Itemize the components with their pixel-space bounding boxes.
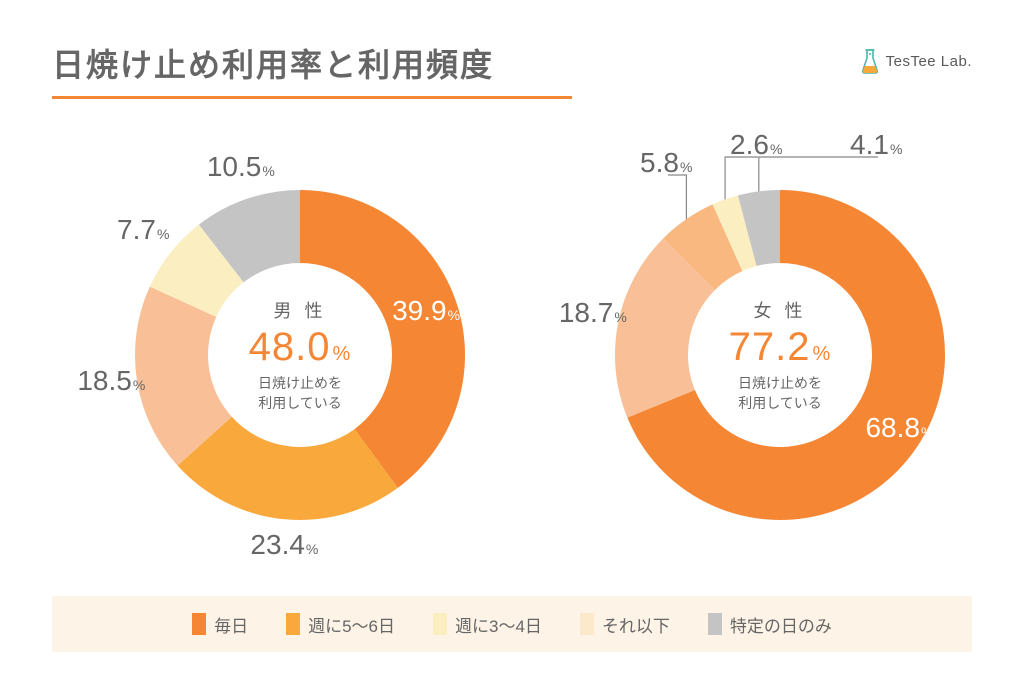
center-pct-female: 77.2% [695,325,865,370]
legend-label: それ以下 [602,612,670,637]
legend-label: 特定の日のみ [730,612,832,637]
slice-label-less: 7.7% [117,214,169,246]
chart-male: 男 性 48.0% 日焼け止めを利用している 39.9% 23.4% 18.5% 7.… [80,135,520,575]
title-underline [52,96,572,99]
flask-icon [860,48,880,74]
slice-label-specific: 4.1% [850,129,902,161]
legend-item: 特定の日のみ [708,612,832,637]
legend-label: 週に5〜6日 [308,612,395,637]
center-female: 女 性 77.2% 日焼け止めを利用している [695,297,865,413]
legend-label: 週に3〜4日 [455,612,542,637]
legend-swatch [708,613,722,635]
slice-label-5-6: 23.4% [250,529,318,561]
legend: 毎日 週に5〜6日 週に3〜4日 それ以下 特定の日のみ [52,596,972,652]
legend-label: 毎日 [214,612,248,637]
page-title: 日焼け止め利用率と利用頻度 [52,40,572,86]
slice-label-less: 2.6% [730,129,782,161]
legend-item: 週に3〜4日 [433,612,542,637]
slice-label-specific: 10.5% [207,151,275,183]
legend-swatch [192,613,206,635]
chart-female: 女 性 77.2% 日焼け止めを利用している 68.8%18.7%5.8%2.6… [560,135,1000,575]
brand-logo: TesTee Lab. [860,48,972,74]
center-sub-male: 日焼け止めを利用している [215,374,385,413]
legend-item: それ以下 [580,612,670,637]
legend-swatch [580,613,594,635]
slice-label-daily: 39.9% [392,295,460,327]
legend-item: 週に5〜6日 [286,612,395,637]
gender-label-male: 男 性 [215,297,385,323]
center-pct-male: 48.0% [215,325,385,370]
slice-label-5-6: 18.7% [559,297,627,329]
slice-label-3-4: 5.8% [640,147,692,179]
legend-item: 毎日 [192,612,248,637]
charts-container: 男 性 48.0% 日焼け止めを利用している 39.9% 23.4% 18.5% 7.… [0,135,1024,575]
center-male: 男 性 48.0% 日焼け止めを利用している [215,297,385,413]
slice-label-daily: 68.8% [865,412,933,444]
slice-label-3-4: 18.5% [77,365,145,397]
legend-swatch [433,613,447,635]
gender-label-female: 女 性 [695,297,865,323]
center-sub-female: 日焼け止めを利用している [695,374,865,413]
legend-swatch [286,613,300,635]
brand-name: TesTee Lab. [886,53,972,70]
title-block: 日焼け止め利用率と利用頻度 [52,40,572,99]
